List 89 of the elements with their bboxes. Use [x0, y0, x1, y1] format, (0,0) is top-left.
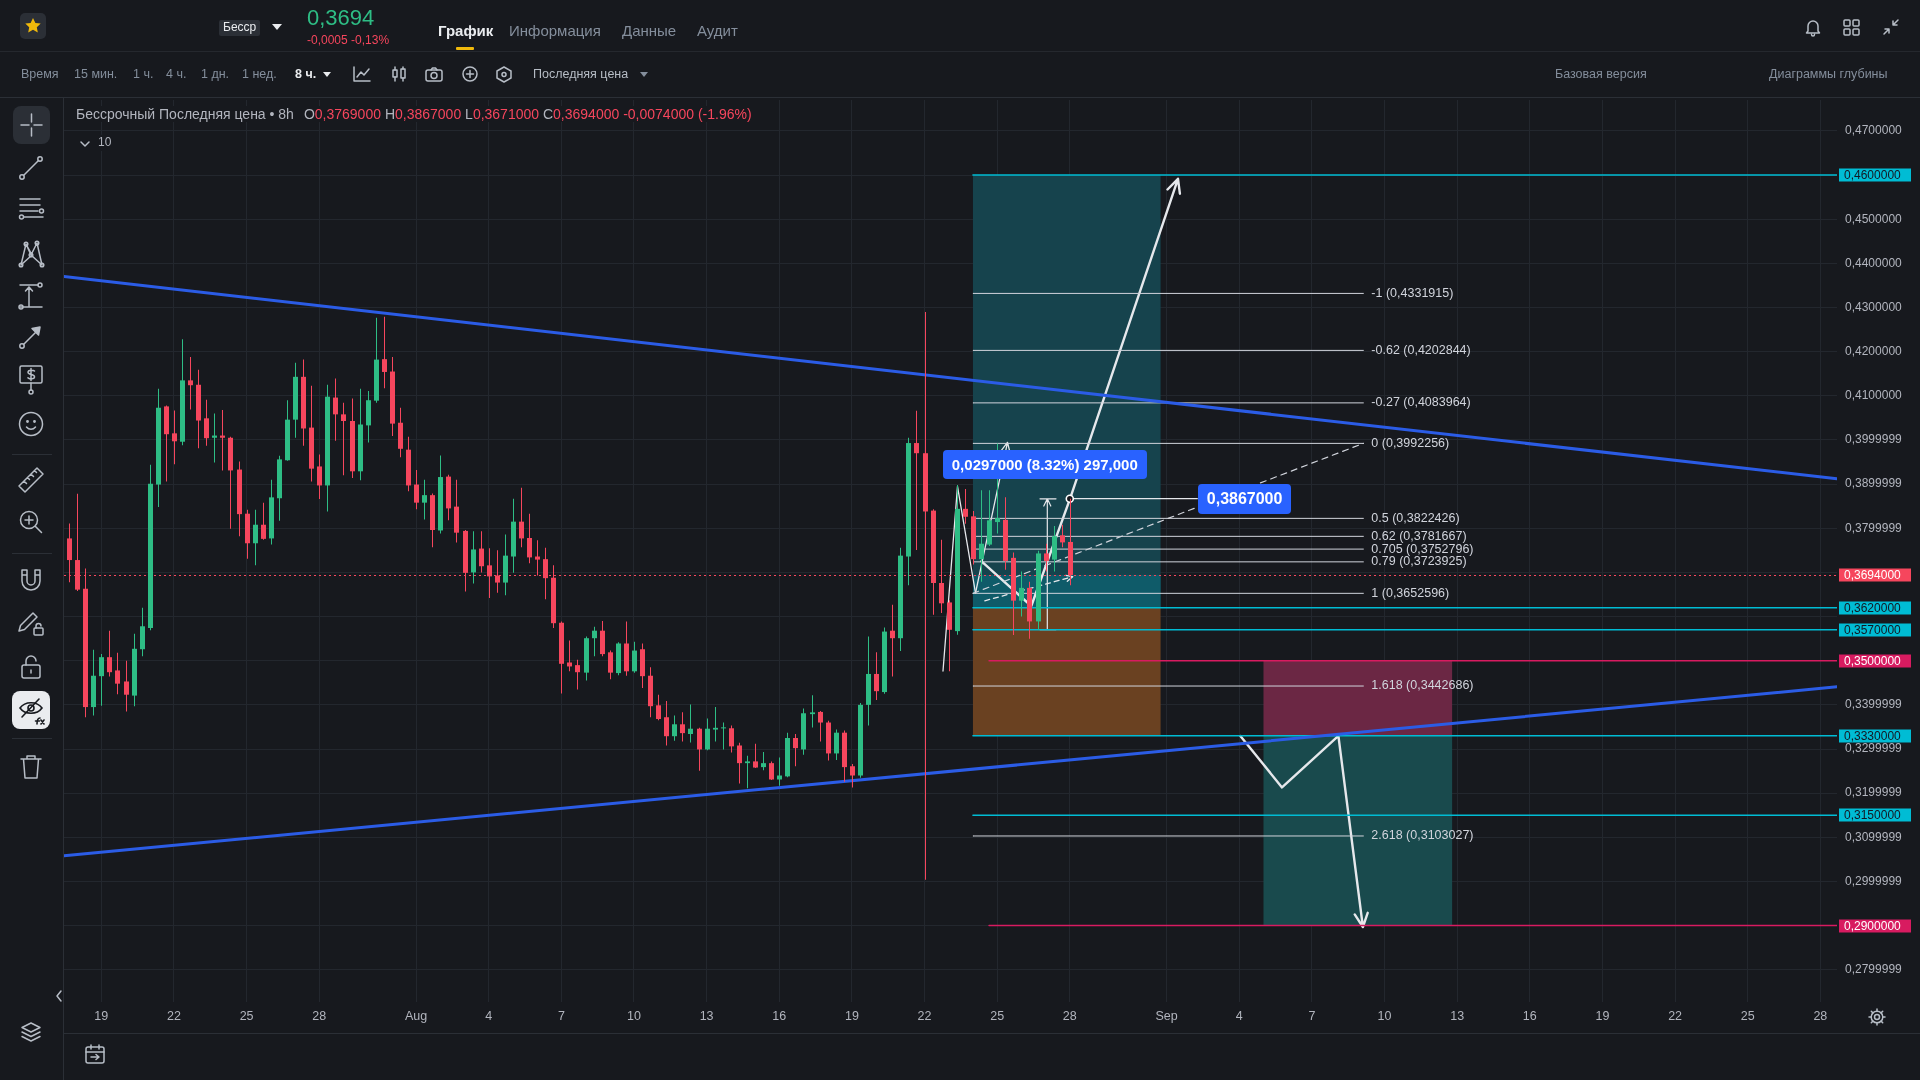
x-tick-label: 10	[1377, 1008, 1392, 1023]
annotation: 0,0297000 (8.32%) 297,000	[942, 449, 1147, 479]
candlestick	[721, 722, 726, 750]
x-tick-label: 22	[917, 1008, 932, 1023]
text: Данные	[622, 22, 677, 40]
data-label: 0,3500000	[1844, 653, 1902, 668]
ref-line-label: 0,3694000	[1844, 567, 1902, 582]
y-tick-label: 0,4400000	[1845, 255, 1903, 270]
x-tick-label: Aug	[404, 1008, 428, 1023]
x-tick-label: 22	[1668, 1008, 1683, 1023]
x-tick-label: Sep	[1155, 1008, 1178, 1023]
data-label: 0,2900000	[1844, 918, 1902, 933]
x-tick-label: 4	[485, 1008, 493, 1023]
series-label: 2.618 (0,3103027)	[1371, 828, 1474, 843]
x-tick-label: 7	[557, 1008, 565, 1023]
y-tick-label: 0,3799999	[1845, 520, 1903, 535]
annotation: 10	[94, 135, 116, 151]
text: Последняя цена	[533, 67, 629, 82]
candlestick	[890, 604, 895, 677]
series-label: -0.62 (0,4202844)	[1371, 342, 1471, 357]
candlestick	[212, 413, 217, 463]
text: 1 нед.	[242, 67, 277, 82]
y-tick-label: 0,3999999	[1845, 432, 1903, 447]
x-tick-label: 16	[772, 1008, 787, 1023]
annotation: 0,3867000	[1197, 483, 1292, 515]
candlestick	[713, 707, 718, 742]
x-tick-label: 28	[1062, 1008, 1077, 1023]
candlestick	[810, 695, 815, 728]
text: Бесср	[219, 20, 261, 36]
x-tick-label: 25	[239, 1008, 254, 1023]
x-tick-label: 13	[1450, 1008, 1465, 1023]
y-tick-label: 0,2999999	[1845, 873, 1903, 888]
data-label: 0,3570000	[1844, 622, 1902, 637]
y-tick-label: 0,3899999	[1845, 476, 1903, 491]
series-label: -1 (0,4331915)	[1371, 285, 1454, 300]
series-label: 1 (0,3652596)	[1371, 585, 1450, 600]
x-tick-label: 22	[167, 1008, 181, 1023]
y-tick-label: 0,2799999	[1845, 962, 1903, 977]
series-label: 0 (0,3992256)	[1371, 435, 1450, 450]
text: -0,0005 -0,13%	[307, 33, 390, 48]
series-label: 0.705 (0,3752796)	[1371, 541, 1474, 556]
text: O0,3769000 H0,3867000 L0,3671000 C0,3694000 -0,0074000 (-1.96%)	[303, 106, 752, 122]
x-tick-label: 16	[1522, 1008, 1537, 1023]
text: 1 ч.	[133, 67, 154, 82]
text: 8 ч.	[295, 67, 317, 82]
data-label: 0,3620000	[1844, 600, 1902, 615]
data-label: 0,3330000	[1844, 728, 1902, 743]
x-tick-label: 19	[844, 1008, 859, 1023]
x-tick-label: 13	[699, 1008, 714, 1023]
x-tick-label: 28	[312, 1008, 327, 1023]
x-tick-label: 10	[627, 1008, 641, 1023]
x-tick-label: 19	[94, 1008, 109, 1023]
series-label: -0.27 (0,4083964)	[1371, 395, 1471, 410]
candlestick	[220, 409, 225, 471]
text: 0,3694	[307, 5, 375, 31]
candlestick	[745, 755, 750, 789]
text: Бессрочный Последняя цена • 8h	[76, 106, 294, 122]
x-tick-label: 28	[1813, 1008, 1828, 1023]
y-tick-label: 0,3199999	[1845, 785, 1903, 800]
y-tick-label: 0,4500000	[1845, 211, 1903, 226]
data-label: 0,3150000	[1844, 807, 1902, 822]
y-tick-label: 0,4700000	[1845, 123, 1903, 138]
x-tick-label: 25	[990, 1008, 1005, 1023]
candlestick	[914, 410, 919, 550]
candlestick	[341, 402, 346, 476]
y-tick-label: 0,4300000	[1845, 299, 1903, 314]
text: Базовая версия	[1555, 67, 1647, 82]
y-tick-label: 0,4200000	[1845, 343, 1903, 358]
text: Информация	[509, 22, 601, 40]
y-tick-label: 0,4100000	[1845, 388, 1903, 403]
text: 15 мин.	[74, 67, 118, 82]
text: 4 ч.	[166, 67, 187, 82]
x-tick-label: 19	[1595, 1008, 1610, 1023]
text: График	[438, 22, 494, 40]
series-label: 1.618 (0,3442686)	[1371, 678, 1474, 693]
data-label: 0,4600000	[1844, 167, 1902, 182]
series-label: 0.62 (0,3781667)	[1371, 528, 1467, 543]
y-tick-label: 0,3399999	[1845, 697, 1903, 712]
text: Аудит	[697, 22, 738, 40]
series-label: 0.79 (0,3723925)	[1371, 554, 1467, 569]
x-tick-label: 4	[1235, 1008, 1243, 1023]
y-tick-label: 0,3099999	[1845, 829, 1903, 844]
series-label: 0.5 (0,3822426)	[1371, 510, 1460, 525]
text: 1 дн.	[201, 67, 230, 82]
x-tick-label: 25	[1740, 1008, 1755, 1023]
x-tick-label: 7	[1308, 1008, 1316, 1023]
text: Диаграммы глубины	[1769, 67, 1888, 82]
y-tick-label: 0,3299999	[1845, 741, 1903, 756]
text: Время	[21, 67, 59, 82]
